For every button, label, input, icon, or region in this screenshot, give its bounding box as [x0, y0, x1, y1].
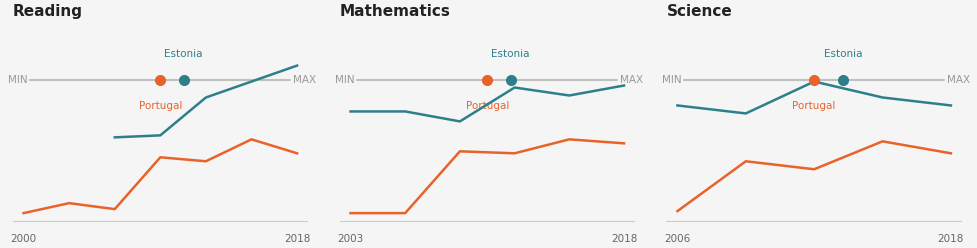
Text: Estonia: Estonia: [823, 49, 861, 60]
Text: Portugal: Portugal: [791, 101, 835, 111]
Text: MAX: MAX: [619, 75, 643, 85]
Text: Portugal: Portugal: [139, 101, 182, 111]
Text: MIN: MIN: [334, 75, 354, 85]
Text: Estonia: Estonia: [490, 49, 530, 60]
Text: MIN: MIN: [661, 75, 681, 85]
Text: Portugal: Portugal: [465, 101, 508, 111]
Text: Science: Science: [665, 4, 732, 19]
Text: Estonia: Estonia: [164, 49, 203, 60]
Text: Reading: Reading: [13, 4, 83, 19]
Text: MIN: MIN: [8, 75, 27, 85]
Text: MAX: MAX: [946, 75, 969, 85]
Text: Mathematics: Mathematics: [339, 4, 450, 19]
Text: MAX: MAX: [293, 75, 316, 85]
